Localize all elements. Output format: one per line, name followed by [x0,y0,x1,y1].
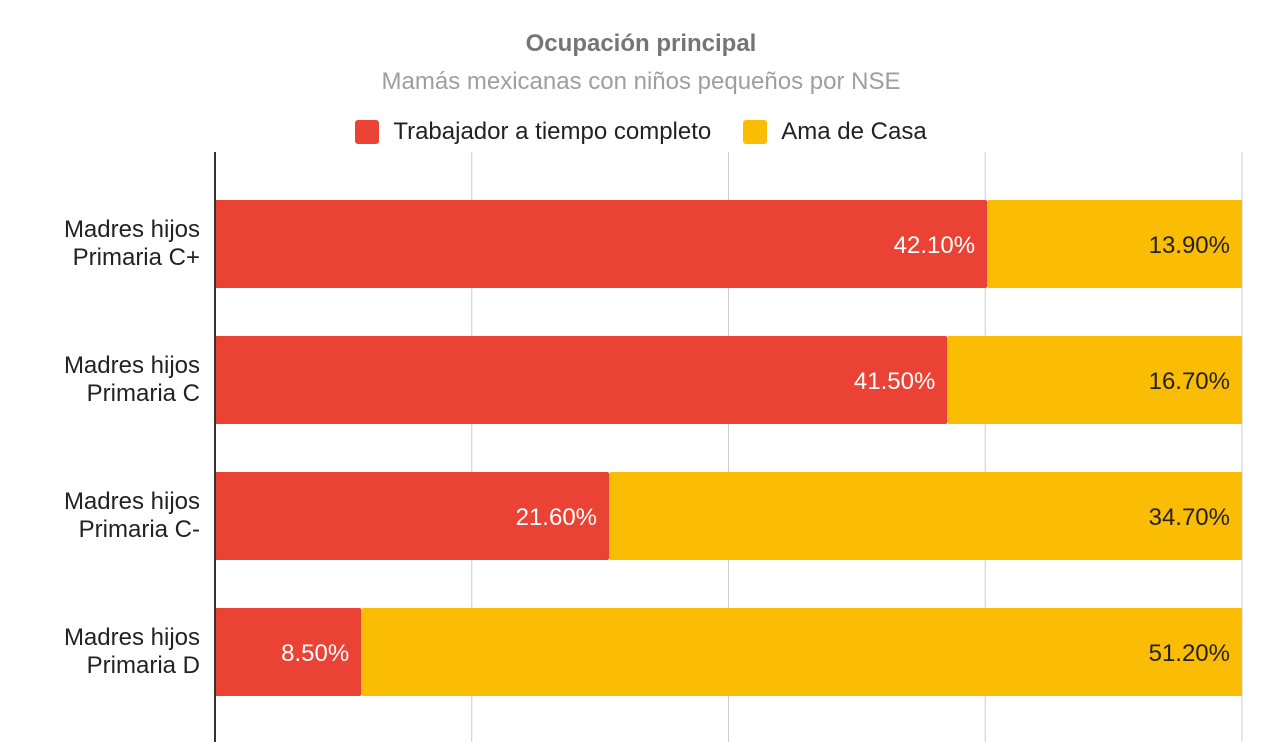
chart-legend: Trabajador a tiempo completo Ama de Casa [0,118,1282,146]
category-label: Primaria C+ [73,244,200,271]
legend-label-trabajador: Trabajador a tiempo completo [393,118,712,145]
bar-segment[interactable] [609,472,1242,560]
legend-swatch-ama-de-casa [743,120,768,144]
category-label: Madres hijos [64,216,200,243]
category-label: Primaria C- [79,516,200,543]
category-label: Madres hijos [64,488,200,515]
data-label: 16.70% [1149,368,1230,395]
chart-subtitle: Mamás mexicanas con niños pequeños por N… [381,68,901,95]
legend-item-trabajador[interactable]: Trabajador a tiempo completo [355,118,711,146]
bar-segment[interactable] [215,200,988,288]
data-label: 34.70% [1149,504,1230,531]
legend-swatch-trabajador [355,120,380,144]
legend-label-ama-de-casa: Ama de Casa [781,118,927,145]
category-label: Primaria C [87,380,200,407]
chart-title: Ocupación principal [525,30,757,57]
bar-segment[interactable] [987,200,1242,288]
data-label: 42.10% [894,232,975,259]
data-label: 13.90% [1149,232,1230,259]
category-label: Madres hijos [64,624,200,651]
category-label: Madres hijos [64,352,200,379]
bar-segment[interactable] [947,336,1242,424]
bar-segment[interactable] [361,608,1242,696]
bar-segment[interactable] [215,608,362,696]
bar-segment[interactable] [215,336,948,424]
data-label: 51.20% [1149,640,1230,667]
data-label: 41.50% [854,368,935,395]
bar-segment[interactable] [215,472,610,560]
data-label: 8.50% [281,640,349,667]
data-label: 21.60% [516,504,597,531]
category-label: Primaria D [87,652,200,679]
legend-item-ama-de-casa[interactable]: Ama de Casa [743,118,927,146]
